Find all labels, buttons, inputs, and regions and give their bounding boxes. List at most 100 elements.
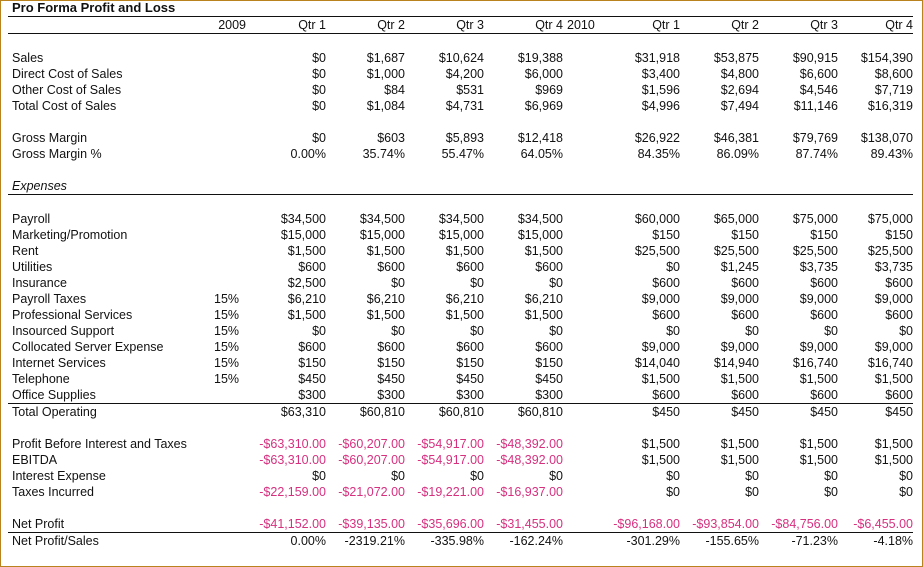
row-label: Sales [12,51,44,65]
value-cell: $1,500 [799,453,838,467]
value-cell: 0.00% [248,532,326,549]
value-cell: $0 [312,99,326,113]
row-label: Interest Expense [12,469,106,483]
value-cell: -$16,937.00 [496,485,563,499]
value-cell: $9,000 [641,292,680,306]
table-row: Telephone 15% $450 $450 $450 $450 $1,500 $1,500… [8,371,913,387]
value-cell: -2319.21% [326,532,405,549]
year-gap-cell [563,371,603,387]
spacer-row [8,34,913,51]
value-cell: $600 [731,276,759,290]
value-cell: 89.43% [870,147,914,161]
row-label: Direct Cost of Sales [12,67,123,81]
profit-loss-table: Pro Forma Profit and Loss 2009 Qtr 1 Qtr… [8,0,914,549]
row-rate [208,227,248,243]
table-row: Gross Margin % 0.00% 35.74% 55.47% 64.05% 84.… [8,146,913,162]
column-header-row: 2009 Qtr 1 Qtr 2 Qtr 3 Qtr 4 2010 Qtr 1 … [8,16,914,34]
value-cell: $15,000 [438,228,484,242]
value-cell: -4.18% [838,532,914,549]
year-gap-cell [563,130,603,146]
value-cell: $969 [535,83,563,97]
table-row: Insourced Support 15% $0 $0 $0 $0 $0 $0 $0 $0 [8,323,913,339]
value-cell: $15,000 [517,228,563,242]
col-header-2009-qtr1: Qtr 1 [248,16,326,34]
value-cell: $0 [312,51,326,65]
value-cell: $1,245 [720,260,759,274]
value-cell: $1,500 [287,244,326,258]
table-row: Sales $0 $1,687 $10,624 $19,388 $31,918 $53,87… [8,50,913,66]
value-cell: $0 [824,324,838,338]
value-cell: $600 [652,276,680,290]
value-cell: $25,500 [713,244,759,258]
col-header-2009-qtr4: Qtr 4 [484,16,563,34]
value-cell: -$60,207.00 [338,453,405,467]
value-cell: $150 [885,228,914,242]
value-cell: $4,200 [445,67,484,81]
value-cell: -$21,072.00 [338,485,405,499]
value-cell: $25,500 [867,244,914,258]
value-cell: $0 [312,324,326,338]
col-header-2010-qtr2: Qtr 2 [680,16,759,34]
value-cell: -$41,152.00 [259,517,326,531]
header-blank [8,16,208,34]
value-cell: 35.74% [362,147,405,161]
row-label: Gross Margin [12,131,88,145]
year-gap-cell [563,307,603,323]
value-cell: $79,769 [792,131,838,145]
value-cell: $1,500 [445,308,484,322]
value-cell: $300 [298,388,326,402]
value-cell: 87.74% [795,147,838,161]
value-cell: $450 [377,372,405,386]
table-row: Payroll $34,500 $34,500 $34,500 $34,500 $60,0… [8,211,913,227]
year-gap-cell [563,82,603,98]
table-row: Net Profit -$41,152.00 -$39,135.00 -$35,696… [8,516,913,533]
value-cell: -$31,455.00 [496,517,563,531]
value-cell: $9,000 [720,340,759,354]
row-label: Telephone [12,372,70,386]
table-row: Gross Margin $0 $603 $5,893 $12,418 $26,922 $4… [8,130,913,146]
value-cell: $4,546 [799,83,838,97]
value-cell: $150 [298,356,326,370]
value-cell: $0 [824,469,838,483]
value-cell: $4,996 [641,99,680,113]
row-rate: 15% [214,308,240,322]
year-gap-cell [563,291,603,307]
col-header-2010-qtr3: Qtr 3 [759,16,838,34]
value-cell: $600 [456,260,484,274]
value-cell: $0 [549,469,563,483]
row-rate: 15% [214,372,240,386]
value-cell: $3,735 [799,260,838,274]
value-cell: $1,500 [874,453,914,467]
value-cell: $600 [731,308,759,322]
row-rate [208,211,248,227]
value-cell: $19,388 [517,51,563,65]
col-header-2010: 2010 [563,16,603,34]
value-cell: $150 [731,228,759,242]
value-cell: $1,687 [366,51,405,65]
value-cell: $600 [377,340,405,354]
value-cell: $150 [535,356,563,370]
value-cell: $0 [549,276,563,290]
value-cell: $5,893 [445,131,484,145]
value-cell: -$22,159.00 [259,485,326,499]
value-cell: $1,500 [366,308,405,322]
row-rate [208,259,248,275]
value-cell: $600 [652,308,680,322]
table-row: Payroll Taxes 15% $6,210 $6,210 $6,210 $6,210… [8,291,913,307]
value-cell: -$60,207.00 [338,437,405,451]
year-gap-cell [563,98,603,114]
table-row: Other Cost of Sales $0 $84 $531 $969 $1,596 $2… [8,82,913,98]
table-row: Marketing/Promotion $15,000 $15,000 $15,000… [8,227,913,243]
row-label: Professional Services [12,308,133,322]
value-cell: $16,740 [792,356,838,370]
value-cell: $15,000 [280,228,326,242]
value-cell: $450 [603,403,680,420]
value-cell: $0 [824,485,838,499]
value-cell: $1,500 [799,437,838,451]
value-cell: $138,070 [860,131,914,145]
value-cell: $63,310 [248,403,326,420]
value-cell: 64.05% [520,147,563,161]
col-header-2009-qtr2: Qtr 2 [326,16,405,34]
section-header-row: Expenses [8,178,914,195]
row-rate [208,452,248,468]
